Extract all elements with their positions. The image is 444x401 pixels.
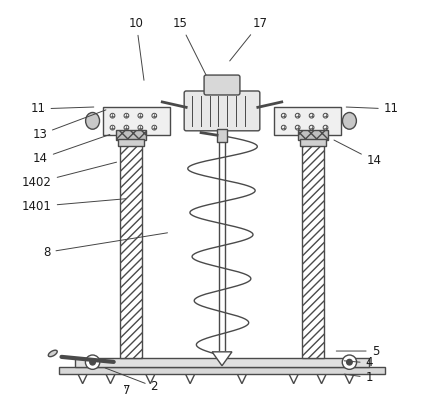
Bar	[75, 358, 369, 367]
Text: 2: 2	[105, 368, 158, 393]
Circle shape	[342, 355, 357, 369]
Text: 4: 4	[344, 356, 373, 369]
Text: 8: 8	[43, 233, 167, 259]
Polygon shape	[146, 374, 155, 384]
Text: 1: 1	[344, 371, 373, 384]
Circle shape	[90, 359, 95, 365]
Polygon shape	[212, 352, 232, 366]
FancyBboxPatch shape	[204, 75, 240, 95]
Circle shape	[347, 359, 352, 365]
Ellipse shape	[86, 113, 99, 129]
Polygon shape	[345, 374, 354, 384]
Bar	[300, 139, 325, 146]
Bar	[103, 107, 170, 135]
Polygon shape	[185, 374, 195, 384]
Text: 5: 5	[336, 344, 379, 358]
Text: 15: 15	[173, 17, 211, 85]
Text: 1402: 1402	[22, 162, 117, 189]
Bar	[217, 129, 227, 142]
Polygon shape	[237, 374, 247, 384]
Text: 13: 13	[32, 110, 106, 141]
Text: 10: 10	[129, 17, 144, 80]
Circle shape	[85, 355, 100, 369]
Bar	[301, 135, 324, 358]
Bar	[59, 367, 385, 374]
Text: 1401: 1401	[22, 199, 126, 213]
Text: 14: 14	[334, 140, 382, 167]
Text: 11: 11	[346, 102, 399, 115]
Polygon shape	[106, 374, 115, 384]
Bar	[274, 107, 341, 135]
Polygon shape	[289, 374, 298, 384]
Bar	[297, 130, 328, 140]
Text: 7: 7	[123, 384, 130, 397]
Polygon shape	[78, 374, 87, 384]
Text: 11: 11	[31, 102, 94, 115]
Ellipse shape	[48, 350, 57, 356]
Text: 17: 17	[230, 17, 267, 61]
Ellipse shape	[342, 113, 357, 129]
Bar	[116, 130, 147, 140]
Text: 14: 14	[33, 134, 110, 165]
Polygon shape	[317, 374, 326, 384]
FancyBboxPatch shape	[184, 91, 260, 131]
Bar	[120, 135, 143, 358]
Bar	[119, 139, 144, 146]
